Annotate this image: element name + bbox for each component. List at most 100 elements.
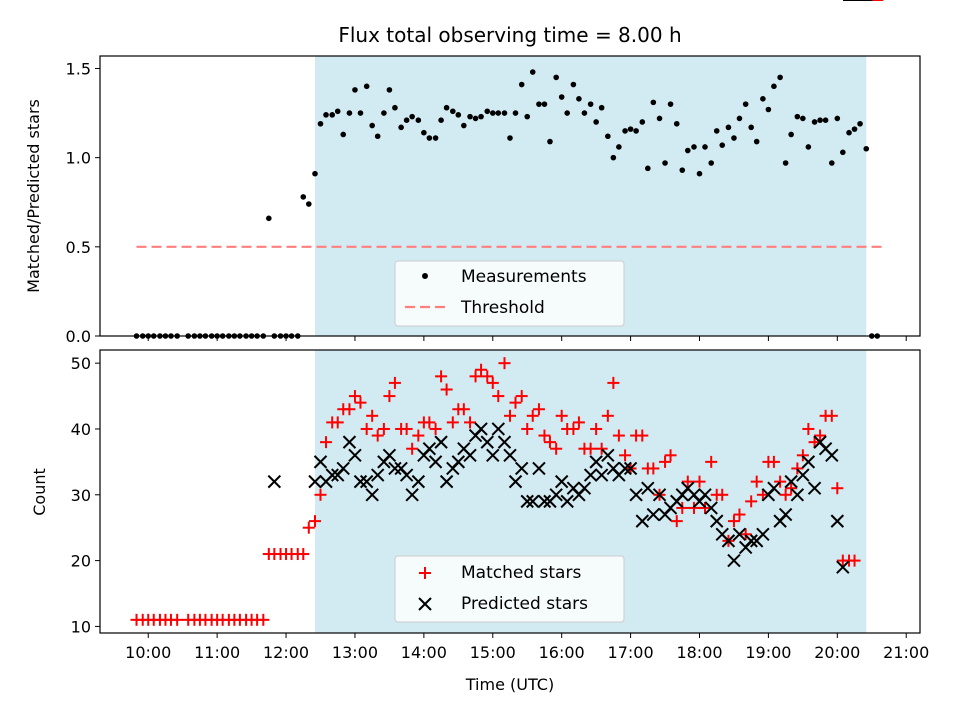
measurement-point [266, 215, 272, 222]
count-y-axis: 10 20 30 40 50 [71, 354, 100, 636]
measurement-point [684, 147, 691, 154]
measurement-point [708, 160, 715, 166]
measurement-point [501, 110, 508, 116]
matched-star-point [699, 501, 712, 514]
measurement-point [346, 110, 353, 116]
measurement-point [765, 106, 772, 113]
measurement-point [300, 194, 307, 200]
predicted-star-point [474, 422, 488, 436]
measurement-point [834, 115, 841, 122]
measurement-point [369, 122, 375, 129]
measurement-point [771, 83, 777, 90]
predicted-star-point [313, 455, 328, 469]
matched-star-point [464, 416, 477, 429]
measurement-point [645, 165, 651, 172]
measurement-point [610, 154, 617, 161]
matched-star-point [550, 442, 563, 455]
measurement-point [702, 144, 708, 150]
predicted-star-point [342, 435, 357, 449]
matched-star-point [831, 482, 844, 495]
ratio-y-axis: 0.0 0.5 1.0 1.5 [66, 59, 100, 346]
count-x-axis: 10:00 11:00 12:00 13:00 14:00 15:00 16:00 17:00… [125, 633, 929, 662]
predicted-star-point [382, 448, 397, 463]
measurement-point [432, 135, 439, 141]
predicted-star-point [767, 481, 781, 495]
measurement-point [794, 113, 801, 120]
matched-star-point [521, 422, 534, 435]
predicted-star-point [336, 461, 350, 476]
matched-star-point [647, 462, 660, 475]
measurement-point [381, 110, 387, 116]
matched-star-point [808, 436, 821, 449]
measurement-point [639, 119, 646, 125]
predicted-star-point [577, 481, 592, 495]
measurement-point [529, 69, 536, 75]
measurement-point [805, 144, 812, 150]
predicted-star-point [623, 461, 638, 476]
y-tick-label: 0.0 [66, 327, 91, 346]
matched-star-point [572, 416, 585, 429]
measurement-point [650, 99, 657, 106]
measurement-point [679, 167, 686, 173]
predicted-star-point [635, 514, 650, 528]
predicted-star-point [353, 474, 368, 489]
matched-star-point [509, 396, 522, 409]
matched-star-point [383, 390, 396, 403]
chart-title: Flux total observing time = 8.00 h [338, 23, 681, 47]
ratio-panel: 0.0 0.5 1.0 1.5 Matched/Predicted stars Mea… [24, 55, 921, 346]
matched-star-point [486, 376, 499, 389]
predicted-star-point [422, 442, 437, 456]
matched-star-point [297, 548, 310, 561]
matched-star-point [532, 403, 545, 416]
measurement-point [409, 113, 415, 120]
x-tick-label: 19:00 [745, 643, 791, 662]
matched-star-point [750, 475, 763, 488]
predicted-star-point [744, 534, 758, 548]
measurement-point [524, 113, 531, 120]
predicted-star-point [560, 494, 574, 509]
predicted-star-point [796, 468, 810, 482]
matched-star-point [659, 455, 672, 468]
measurement-point [443, 104, 450, 111]
matched-star-point [584, 442, 597, 455]
matched-star-point [331, 416, 344, 429]
predicted-star-point [439, 474, 454, 489]
matched-star-point [526, 409, 539, 422]
legend-threshold-label: Threshold [460, 298, 545, 318]
matched-star-point [745, 495, 758, 508]
measurement-point [587, 101, 594, 107]
matched-star-point [320, 436, 333, 449]
measurement-point [467, 113, 473, 120]
predicted-star-point [778, 507, 793, 522]
measurement-point [484, 108, 491, 115]
predicted-star-point [486, 448, 500, 463]
y-tick-label: 1.0 [66, 149, 91, 168]
matched-star-point [366, 409, 379, 422]
x-tick-label: 21:00 [883, 643, 929, 662]
matched-star-point [848, 554, 861, 567]
predicted-star-point [532, 461, 546, 476]
x-tick-label: 18:00 [676, 643, 722, 662]
measurement-point [691, 144, 697, 150]
matched-star-point [348, 390, 361, 403]
matched-star-point [354, 396, 367, 409]
predicted-star-point [554, 474, 569, 489]
matched-star-point [779, 488, 792, 501]
measurement-point [616, 144, 622, 150]
predicted-star-point [508, 474, 523, 489]
matched-star-point [739, 528, 752, 541]
matched-star-point [664, 449, 677, 462]
measurement-point [713, 128, 720, 134]
y-tick-label: 0.5 [66, 238, 91, 257]
measurement-point [817, 117, 823, 124]
measurement-point [576, 96, 582, 102]
predicted-star-point [732, 527, 747, 541]
matched-star-point [412, 429, 425, 442]
count-panel: 10 20 30 40 50 10:00 11:00 12:00 13:00 14:00 15:0… [30, 0, 929, 694]
matched-star-point [377, 422, 390, 435]
measurement-point [673, 120, 680, 127]
measurement-point [725, 124, 732, 131]
ratio-frame [99, 55, 921, 337]
y-tick-label: 1.5 [66, 59, 91, 78]
predicted-star-point [721, 534, 736, 548]
